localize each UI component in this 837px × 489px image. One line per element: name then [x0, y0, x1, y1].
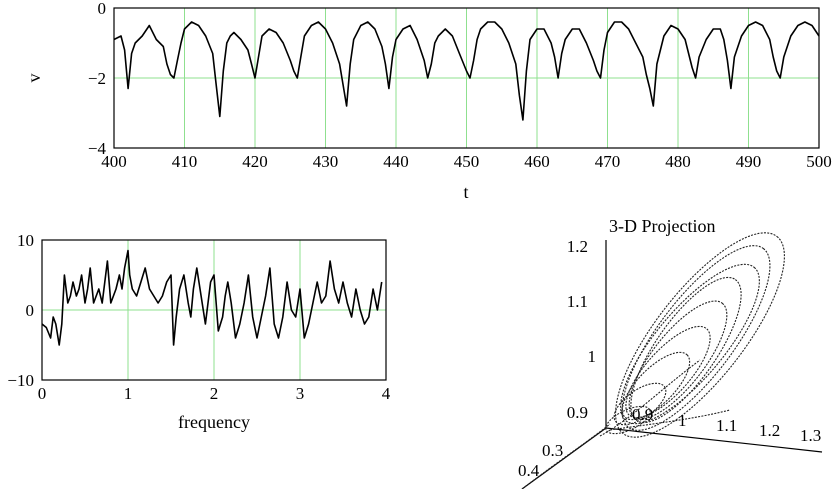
projection-3d-vertical-tick: 1 [588, 347, 597, 366]
time-series-x-tick: 480 [665, 152, 691, 171]
spectrum-frame [41, 239, 387, 381]
time-series-grid [114, 8, 819, 148]
projection-3d-right-tick: 1.3 [800, 426, 821, 445]
projection-3d-depth-tick: 0.4 [518, 461, 540, 480]
projection-3d-right-tick: 0.9 [632, 405, 653, 424]
time-series-y-tick: 0 [98, 0, 107, 18]
time-series-x-tick: 490 [736, 152, 762, 171]
projection-3d-attractor [521, 232, 785, 489]
projection-3d-vertical-tick: 0.9 [567, 403, 588, 422]
spectrum-x-tick: 1 [124, 384, 133, 403]
projection-3d-depth-tick: 0.3 [542, 441, 563, 460]
time-series-x-tick: 420 [242, 152, 268, 171]
spectrum-series [41, 249, 383, 346]
time-series-x-tick: 440 [383, 152, 409, 171]
time-series-y-label: v [24, 74, 44, 83]
time-series-x-tick: 460 [524, 152, 550, 171]
time-series-y-tick: −2 [88, 69, 106, 88]
spectrum-grid [42, 240, 386, 380]
time-series-x-tick: 400 [101, 152, 127, 171]
projection-3d-right-axis [605, 427, 823, 453]
time-series-series-line [113, 21, 820, 121]
time-series-y-tick: −4 [88, 139, 107, 158]
time-series-frame [113, 7, 820, 149]
spectrum-series-line [41, 249, 383, 346]
spectrum-y-tick: 10 [17, 231, 34, 250]
spectrum-x-tick: 3 [296, 384, 305, 403]
time-series-x-tick: 470 [595, 152, 621, 171]
spectrum-x-tick: 2 [210, 384, 219, 403]
projection-3d-right-tick: 1 [678, 411, 687, 430]
projection-3d-right-tick: 1.2 [759, 421, 780, 440]
time-series-x-tick: 500 [806, 152, 832, 171]
spectrum-x-tick: 4 [382, 384, 391, 403]
time-series-x-tick: 430 [313, 152, 339, 171]
projection-3d-vertical-tick: 1.2 [567, 237, 588, 256]
projection-3d-right-tick: 1.1 [716, 416, 737, 435]
spectrum-y-ticks: 10 0 −10 [7, 231, 34, 390]
spectrum-x-label: frequency [178, 412, 250, 432]
spectrum-x-ticks: 0 1 2 3 4 [38, 384, 391, 403]
spectrum-x-tick: 0 [38, 384, 47, 403]
time-series-x-tick: 450 [454, 152, 480, 171]
time-series-x-ticks: 400 410 420 430 440 450 460 470 480 490 500 [101, 152, 832, 171]
time-series-y-ticks: 0 −2 −4 [88, 0, 107, 158]
time-series-series [113, 21, 820, 121]
spectrum-y-tick: 0 [26, 301, 35, 320]
time-series-x-label: t [463, 182, 468, 202]
spectrum-y-tick: −10 [7, 371, 34, 390]
projection-3d-title: 3-D Projection [609, 216, 715, 236]
time-series-chart: 400 410 420 430 440 450 460 470 480 490 500 0−2−4 … [24, 0, 832, 202]
projection-3d-plot: 3-D Projection 1.2 1.1 1 0.9 0.9 1 [518, 216, 823, 489]
time-series-x-tick: 410 [172, 152, 198, 171]
projection-3d-vertical-tick: 1.1 [567, 292, 588, 311]
